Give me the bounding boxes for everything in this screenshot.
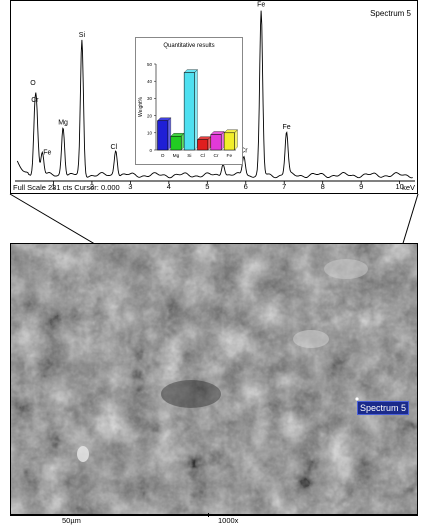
quantitative-results-inset: Quantitative results 0 10 20 30 40 50 Weight% O… <box>135 37 243 165</box>
x-tick-label-9: 9 <box>359 182 363 191</box>
inset-x-label-fe: Fe <box>227 153 233 159</box>
scale-bar-line <box>10 515 208 516</box>
inset-x-label-cr: Cr <box>213 153 218 159</box>
inset-bar-o <box>157 120 169 151</box>
spectrum-trace <box>16 10 413 179</box>
peak-label-cr-7: Cr <box>240 147 248 154</box>
x-tick-label-1: 1 <box>51 182 55 191</box>
sem-texture <box>11 244 417 514</box>
x-tick-label-5: 5 <box>205 182 209 191</box>
peak-label-cl-5: Cl <box>110 144 117 151</box>
spectrum-title: Spectrum 5 <box>370 9 411 18</box>
spectrum-point-marker <box>355 397 359 401</box>
inset-title: Quantitative results <box>163 43 215 49</box>
scale-bar-tick <box>208 513 209 517</box>
weight-bar-chart: 0 10 20 30 40 50 Weight% O Mg Si Cl Cr Fe <box>138 62 239 159</box>
peak-label-o-0: O <box>30 80 36 87</box>
inset-y-tick-label-50: 50 <box>147 62 153 67</box>
inset-x-label-cl: Cl <box>200 153 205 159</box>
inset-x-label-o: O <box>161 153 165 159</box>
peak-label-fe-2: Fe <box>43 149 51 156</box>
x-tick-label-4: 4 <box>167 182 171 191</box>
inset-bar-si <box>183 72 195 151</box>
x-tick-label-6: 6 <box>244 182 248 191</box>
eds-spectrum-panel: 1 2 3 4 5 6 7 8 9 10 O Cr Fe Mg Si Cl Cr Cr Fe Fe Spectrum … <box>10 0 418 194</box>
scale-length-label: 50µm <box>62 516 81 525</box>
inset-bar-cr <box>210 134 222 151</box>
sem-micrograph: Spectrum 5 <box>10 243 418 515</box>
x-tick-label-10: 10 <box>395 182 403 191</box>
inset-y-tick-label-10: 10 <box>147 131 153 136</box>
inset-bar-side-si <box>194 69 198 151</box>
spectrum-footer: Full Scale 231 cts Cursor: 0.000 <box>13 183 120 192</box>
magnification-label: 1000x <box>218 516 239 525</box>
x-tick-label-8: 8 <box>321 182 325 191</box>
inset-x-label-si: Si <box>187 153 191 159</box>
inset-bar-mg <box>170 135 182 151</box>
peak-label-si-4: Si <box>79 32 86 39</box>
x-tick-label-2: 2 <box>90 182 94 191</box>
inset-y-tick-label-40: 40 <box>147 79 153 84</box>
inset-bar-side-mg <box>181 132 185 151</box>
spectrum-point-label: Spectrum 5 <box>357 401 410 415</box>
peak-label-cr-1: Cr <box>31 97 39 104</box>
inset-y-tick-label-20: 20 <box>147 113 153 118</box>
inset-bar-side-cr <box>220 131 225 151</box>
x-tick-label-3: 3 <box>128 182 132 191</box>
inset-bar-side-fe <box>234 129 238 151</box>
peak-label-fe-9: Fe <box>282 124 290 131</box>
inset-bar-side-o <box>167 117 172 151</box>
peak-label-fe-8: Fe <box>257 2 265 9</box>
inset-y-tick-label-0: 0 <box>149 148 152 153</box>
inset-y-tick-label-30: 30 <box>147 96 153 101</box>
scale-bar: 50µm 1000x <box>10 513 418 526</box>
inset-x-label-mg: Mg <box>173 153 180 159</box>
inset-bar-fe <box>223 132 235 151</box>
x-tick-label-7: 7 <box>282 182 286 191</box>
peak-label-mg-3: Mg <box>58 119 68 126</box>
x-axis-label: keV <box>402 183 415 192</box>
inset-bar-cl <box>197 139 209 151</box>
inset-y-axis-label: Weight% <box>138 96 144 116</box>
